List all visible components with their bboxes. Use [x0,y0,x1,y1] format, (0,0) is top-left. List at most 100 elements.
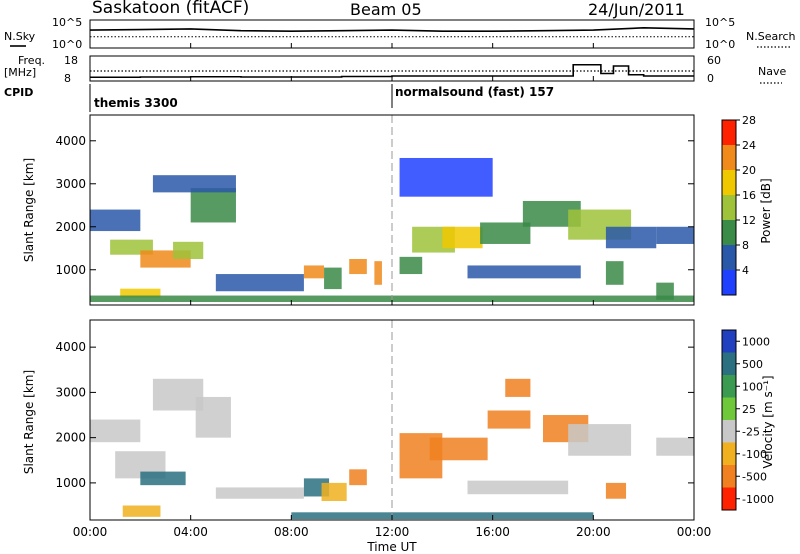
vel-marks-blob-4 [122,505,161,517]
power-marks-blob-5 [120,288,161,298]
time-tick-label-1: 04:00 [173,525,208,539]
noise-right-tick-top: 10^5 [705,16,735,29]
power-colorbar-cell-5 [722,145,736,170]
velocity-colorbar-cell-1 [722,352,736,375]
velocity-colorbar-cell-7 [722,487,736,510]
velocity-colorbar-label-4: -25 [742,425,760,438]
vel-marks-blob-6 [215,487,304,499]
vel-marks-blob-17 [656,437,694,456]
noise-lines [89,27,695,38]
power-colorbar-cell-0 [722,270,736,295]
velocity-colorbar: 1000 500 100 25 -25 -100 -500 -1000 [721,329,774,511]
power-marks-blob-7 [215,274,304,292]
power-colorbar-label: Power [dB] [759,178,773,243]
vel-marks-blob-9 [321,482,347,501]
power-colorbar-label-3: 16 [742,189,756,202]
power-marks-blob-3 [173,241,204,260]
noise-left-tick-bottom: 10^0 [52,38,82,51]
time-tick-label-3: 12:00 [375,525,410,539]
power-marks-blob-10 [349,259,367,275]
velocity-panel: 1000 2000 3000 4000 Slant Range [km] 1000 50… [22,319,775,521]
velocity-colorbar-label-3: 25 [742,403,756,416]
time-tick-label-5: 20:00 [576,525,611,539]
power-marks-blob-0 [90,209,141,232]
power-colorbar-frame [721,119,737,296]
time-tick-label-0: 00:00 [73,525,108,539]
power-colorbar-cell-3 [722,195,736,220]
velocity-colorbar-cell-3 [722,397,736,420]
vel-marks-blob-15 [467,480,569,495]
velocity-colorbar-label-7: -1000 [742,493,774,506]
freq-right-tick-top: 60 [707,54,721,67]
power-marks-blob-8 [303,265,325,279]
cpid-segment-2: normalsound (fast) 157 [395,85,554,99]
power-ytick-label-1: 2000 [55,220,86,234]
power-marks-blob-20 [605,226,657,249]
freq-right-label: Nave [758,65,786,78]
power-colorbar-label-5: 24 [742,139,756,152]
power-colorbar-label-4: 20 [742,164,756,177]
power-colorbar-cell-4 [722,170,736,195]
power-colorbar: 4 8 12 16 20 24 28 [721,114,756,296]
cpid-row: CPID themis 3300 normalsound (fast) 157 [4,84,554,112]
cpid-label: CPID [4,86,33,99]
power-ytick-label-0: 1000 [55,263,86,277]
power-colorbar-label-6: 28 [742,114,756,127]
power-marks-blob-9 [324,267,342,290]
power-panel: 1000 2000 3000 4000 Slant Range [km] 4 8 12 16… [22,114,773,306]
vel-marks-blob-11 [429,437,488,461]
velocity-ytick-label-1: 2000 [55,431,86,445]
time-tick-label-2: 08:00 [274,525,309,539]
power-colorbar-label-0: 4 [742,264,749,277]
vel-marks-blob-16 [605,482,627,499]
power-marks-blob-17 [467,265,581,279]
velocity-ytick-label-0: 1000 [55,476,86,490]
power-marks-blob-16 [480,222,531,244]
velocity-colorbar-frame [721,329,737,511]
noise-panel: N.Sky 10^5 10^0 10^5 10^0 N.Search [4,16,796,51]
freq-right-tick-bottom: 0 [707,72,714,85]
power-marks-blob-23 [605,261,624,285]
noise-right-label: N.Search [746,30,796,43]
noise-left-tick-top: 10^5 [52,16,82,29]
velocity-colorbar-label-0: 1000 [742,335,770,348]
time-tick-label-4: 16:00 [475,525,510,539]
power-colorbar-cell-6 [722,120,736,145]
velocity-ytick-label-2: 3000 [55,385,86,399]
power-marks-blob-13 [399,256,423,275]
velocity-colorbar-label-2: 100 [742,380,763,393]
freq-lines [90,63,694,79]
cpid-segment-1: themis 3300 [94,96,178,110]
power-marks-blob-21 [656,226,694,244]
noise-right-tick-bottom: 10^0 [705,38,735,51]
vel-marks-blob-2 [152,378,204,411]
velocity-colorbar-label-5: -100 [742,448,767,461]
velocity-colorbar-label: Velocity [m s⁻¹] [761,375,775,468]
vel-marks-blob-19 [505,378,531,397]
power-marks-blob-15 [442,226,483,249]
time-tick-label-6: 00:00 [677,525,712,539]
velocity-y-ticks: 1000 2000 3000 4000 [55,340,694,490]
freq-panel: Freq. [MHz] 18 8 60 0 Nave [4,54,786,85]
velocity-colorbar-cell-5 [722,442,736,465]
vel-marks-blob-14 [568,424,632,456]
velocity-colorbar-cell-0 [722,330,736,353]
freq-left-label-2: [MHz] [4,66,36,79]
velocity-ytick-label-3: 4000 [55,340,86,354]
beam-title: Beam 05 [350,0,422,19]
freq-left-tick-bottom: 8 [64,72,71,85]
freq-left-tick-top: 18 [64,54,78,67]
power-ytick-label-3: 4000 [55,134,86,148]
power-marks-blob-11 [374,261,382,285]
vel-marks-blob-12 [487,410,531,429]
velocity-ylabel: Slant Range [km] [22,370,36,474]
power-ytick-label-2: 3000 [55,177,86,191]
date-title: 24/Jun/2011 [588,0,685,19]
power-y-ticks: 1000 2000 3000 4000 [55,134,694,277]
station-title: Saskatoon (fitACF) [92,0,249,18]
velocity-colorbar-label-1: 500 [742,358,763,371]
velocity-colorbar-label-6: -500 [742,470,767,483]
power-colorbar-label-1: 8 [742,239,749,252]
vel-marks-blob-5 [140,471,186,486]
